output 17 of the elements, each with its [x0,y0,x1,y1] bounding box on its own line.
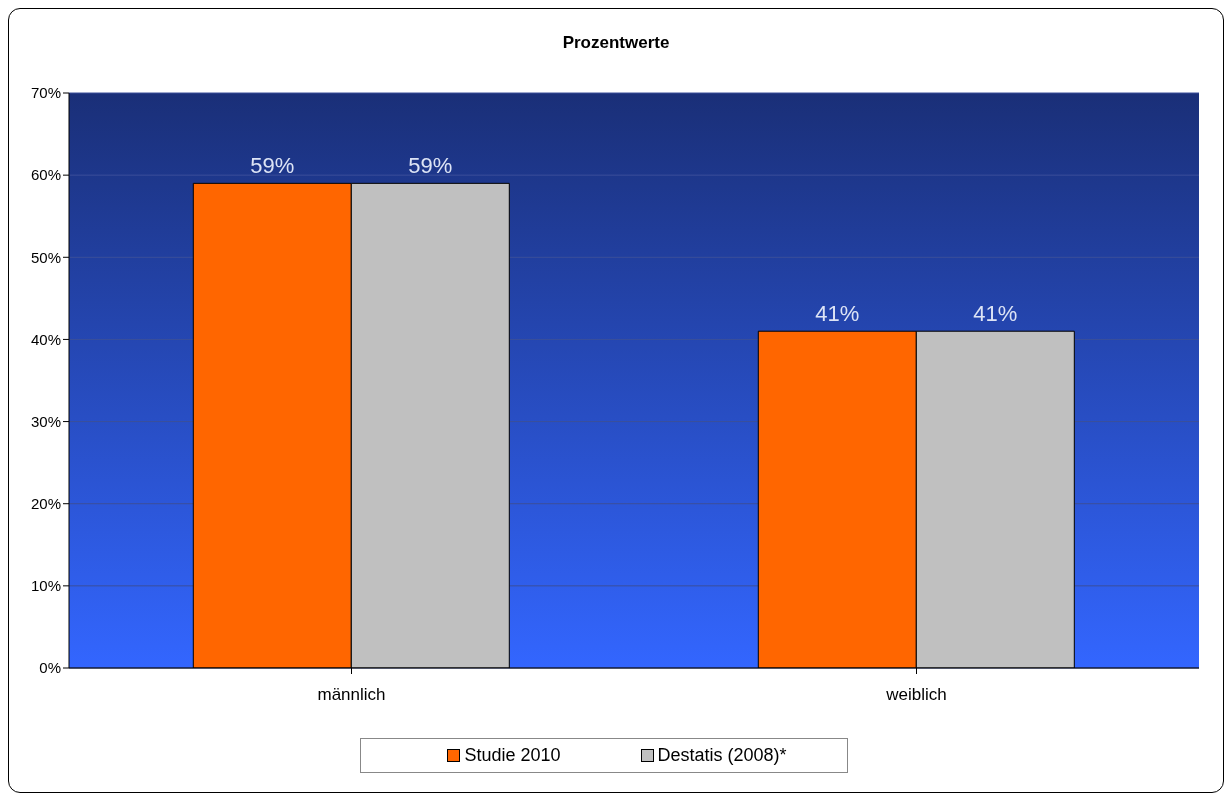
y-tick-label: 0% [39,659,61,677]
y-tick-label: 10% [30,577,61,595]
chart-title: Prozentwerte [561,33,671,53]
data-label: 41% [973,301,1018,327]
x-tick-label: weiblich [885,685,947,705]
x-tick-label: männlich [317,685,386,705]
data-label: 59% [250,153,295,179]
y-tick-label: 60% [30,166,61,184]
y-tick-label: 70% [30,84,61,102]
y-tick-label: 20% [30,495,61,513]
y-tick-label: 40% [30,330,61,348]
data-label: 41% [815,301,860,327]
y-tick-label: 30% [30,412,61,430]
legend-label: Destatis (2008)* [656,745,787,766]
data-label: 59% [408,153,453,179]
legend-label: Studie 2010 [463,745,561,766]
y-tick-label: 50% [30,248,61,266]
